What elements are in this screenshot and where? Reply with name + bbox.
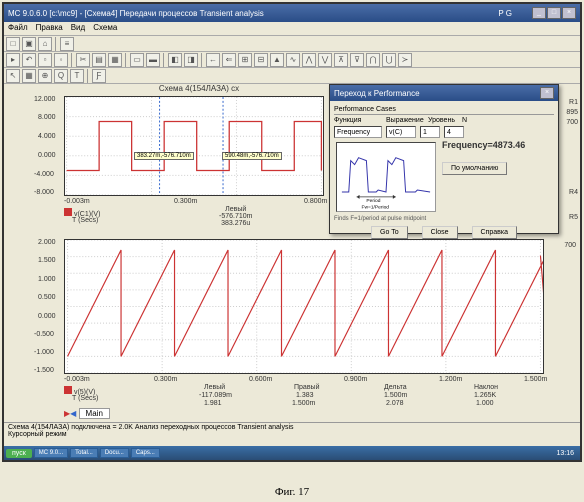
tool-icon[interactable]: ◧ — [168, 53, 182, 67]
dialog-tabs[interactable]: Performance Cases — [334, 105, 554, 115]
tool-icon[interactable]: ⊽ — [350, 53, 364, 67]
app-window: MC 9.0.6.0 [c:\mc9] - [Схема4] Передачи … — [2, 2, 582, 462]
dialog-preview: Period Fw=1/Period — [336, 142, 436, 212]
plot2[interactable] — [64, 239, 544, 374]
tool-icon[interactable]: ← — [206, 53, 220, 67]
window-buttons: _ □ × — [532, 7, 576, 19]
tool-icon[interactable]: Ƒ — [92, 69, 106, 83]
n-input[interactable] — [444, 126, 464, 138]
expression-input[interactable] — [386, 126, 416, 138]
level-input[interactable] — [420, 126, 440, 138]
close-dialog-button[interactable]: Close — [422, 226, 458, 239]
tool-icon[interactable]: ⋃ — [382, 53, 396, 67]
tool-icon[interactable]: ⋀ — [302, 53, 316, 67]
tool-icon[interactable]: T — [70, 69, 84, 83]
tool-icon[interactable]: ⊕ — [38, 69, 52, 83]
minimize-button[interactable]: _ — [532, 7, 546, 19]
tool-icon[interactable]: Q — [54, 69, 68, 83]
tool-icon[interactable]: ≻ — [398, 53, 412, 67]
figure-caption: Фиг. 17 — [0, 486, 584, 498]
window-title: MC 9.0.6.0 [c:\mc9] - [Схема4] Передачи … — [8, 9, 264, 18]
plot1[interactable] — [64, 96, 324, 196]
toolbar-1: □ ▣ ⌂ ≡ — [4, 36, 580, 52]
menu-item[interactable]: Файл — [8, 23, 28, 34]
tool-icon[interactable]: ▬ — [146, 53, 160, 67]
dialog-hint: Finds F=1/period at pulse midpoint — [334, 216, 554, 222]
toolbar-2: ▸ ↶ ▫ ◦ ✂ ▤ ▦ ▭ ▬ ◧ ◨ ← ⇐ ⊞ ⊟ ▲ ∿ ⋀ ⋁ ⊼ … — [4, 52, 580, 68]
taskbar: пуск MC 9.0... Total... Docu... Caps... … — [4, 446, 580, 460]
pg-label: P G — [498, 9, 512, 18]
menu-item[interactable]: Правка — [36, 23, 63, 34]
tool-icon[interactable]: ⇐ — [222, 53, 236, 67]
tool-icon[interactable]: ⊞ — [238, 53, 252, 67]
tool-icon[interactable]: ▲ — [270, 53, 284, 67]
start-button[interactable]: пуск — [6, 449, 32, 458]
plot-area: Схема 4(154ЛАЗА) сх 12.000 8.000 4.000 0… — [4, 84, 580, 454]
tool-icon[interactable]: ⌂ — [38, 37, 52, 51]
performance-dialog: Переход к Performance × Performance Case… — [329, 84, 559, 234]
tool-icon[interactable]: ≡ — [60, 37, 74, 51]
svg-text:Period: Period — [366, 198, 380, 204]
help-button[interactable]: Справка — [472, 226, 517, 239]
tool-icon[interactable]: ⊟ — [254, 53, 268, 67]
task-button[interactable]: Docu... — [100, 448, 129, 458]
menu-item[interactable]: Вид — [71, 23, 85, 34]
tool-icon[interactable]: ▫ — [38, 53, 52, 67]
dialog-titlebar: Переход к Performance × — [330, 85, 558, 101]
tool-icon[interactable]: ✂ — [76, 53, 90, 67]
maximize-button[interactable]: □ — [547, 7, 561, 19]
statusbar: Схема 4(154ЛАЗА) подключена = 2.0K Анали… — [4, 422, 580, 446]
function-select[interactable] — [334, 126, 382, 138]
tool-icon[interactable]: ∿ — [286, 53, 300, 67]
tool-icon[interactable]: ⊼ — [334, 53, 348, 67]
svg-text:Fw=1/Period: Fw=1/Period — [361, 205, 389, 211]
tool-icon[interactable]: ▣ — [22, 37, 36, 51]
toolbar-3: ↖ ▦ ⊕ Q T Ƒ — [4, 68, 580, 84]
dialog-close-button[interactable]: × — [540, 87, 554, 99]
clock: 13:16 — [552, 450, 578, 457]
tool-icon[interactable]: ▦ — [22, 69, 36, 83]
plot1-title: Схема 4(154ЛАЗА) сх — [74, 84, 324, 93]
tool-icon[interactable]: ▦ — [108, 53, 122, 67]
goto-button[interactable]: Go To — [371, 226, 408, 239]
tool-icon[interactable]: ↖ — [6, 69, 20, 83]
tool-icon[interactable]: ⋁ — [318, 53, 332, 67]
tool-icon[interactable]: ▤ — [92, 53, 106, 67]
cursor1-tag: 383.27m,-576.710m — [134, 152, 194, 160]
tool-icon[interactable]: ⋂ — [366, 53, 380, 67]
tool-icon[interactable]: ▭ — [130, 53, 144, 67]
tool-icon[interactable]: ↶ — [22, 53, 36, 67]
cursor2-tag: 590.48m,-576.710m — [222, 152, 282, 160]
task-button[interactable]: Caps... — [131, 448, 160, 458]
default-button[interactable]: По умолчанию — [442, 162, 507, 175]
menu-item[interactable]: Схема — [93, 23, 117, 34]
tool-icon[interactable]: ◨ — [184, 53, 198, 67]
menubar: Файл Правка Вид Схема — [4, 22, 580, 36]
tool-icon[interactable]: ◦ — [54, 53, 68, 67]
task-button[interactable]: MC 9.0... — [34, 448, 68, 458]
task-button[interactable]: Total... — [70, 448, 98, 458]
close-button[interactable]: × — [562, 7, 576, 19]
frequency-output: Frequency=4873.46 — [442, 140, 554, 150]
tool-icon[interactable]: ▸ — [6, 53, 20, 67]
tool-icon[interactable]: □ — [6, 37, 20, 51]
tab-main[interactable]: ▶◀ Main — [64, 409, 110, 418]
titlebar: MC 9.0.6.0 [c:\mc9] - [Схема4] Передачи … — [4, 4, 580, 22]
